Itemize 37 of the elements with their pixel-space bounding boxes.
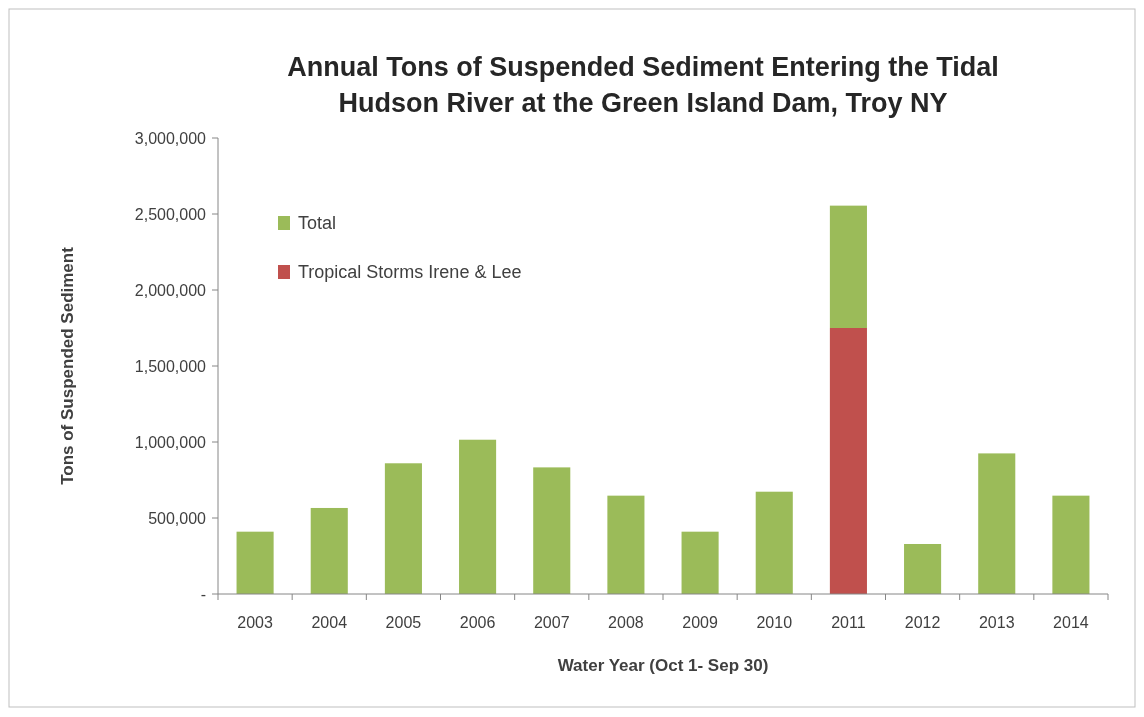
- x-tick-label: 2005: [385, 614, 422, 631]
- x-tick-label: 2009: [682, 614, 718, 631]
- x-tick-label: 2007: [533, 614, 570, 631]
- bar: [829, 205, 867, 328]
- bar: [533, 467, 571, 594]
- chart-title: Annual Tons of Suspended Sediment Entering the Tidal Hudson River at the Green Island Dam, Troy NY: [287, 52, 999, 118]
- bar: [681, 531, 719, 594]
- legend-label: Tropical Storms Irene & Lee: [298, 262, 522, 283]
- bar: [829, 328, 867, 594]
- bar: [236, 531, 274, 594]
- x-tick-label: 2014: [1053, 614, 1089, 631]
- bar: [607, 495, 645, 594]
- y-axis-title: Tons of Suspended Sediment: [58, 246, 77, 485]
- bar: [459, 439, 497, 594]
- bar: [310, 507, 348, 594]
- y-tick-label: 3,000,000: [134, 129, 207, 147]
- bar: [1052, 495, 1090, 594]
- bar: [978, 453, 1016, 594]
- x-tick-label: 2003: [237, 614, 273, 631]
- y-tick-label: 500,000: [148, 509, 207, 527]
- x-tick-label: 2012: [904, 614, 941, 631]
- y-tick-label: 1,000,000: [134, 433, 207, 451]
- y-tick-label: -: [200, 585, 206, 603]
- x-tick-label: 2011: [831, 614, 866, 631]
- bar: [384, 463, 422, 594]
- x-tick-label: 2008: [608, 614, 644, 631]
- y-tick-label: 2,500,000: [134, 205, 207, 223]
- y-tick-label: 1,500,000: [134, 357, 207, 375]
- bar: [755, 491, 793, 594]
- x-tick-label: 2013: [978, 614, 1015, 631]
- x-tick-label: 2004: [311, 614, 348, 631]
- legend-label: Total: [298, 213, 337, 234]
- x-axis-title: Water Year (Oct 1- Sep 30): [557, 656, 769, 675]
- y-tick-label: 2,000,000: [134, 281, 207, 299]
- x-tick-label: 2010: [756, 614, 793, 631]
- bar: [904, 543, 942, 594]
- x-tick-label: 2006: [459, 614, 496, 631]
